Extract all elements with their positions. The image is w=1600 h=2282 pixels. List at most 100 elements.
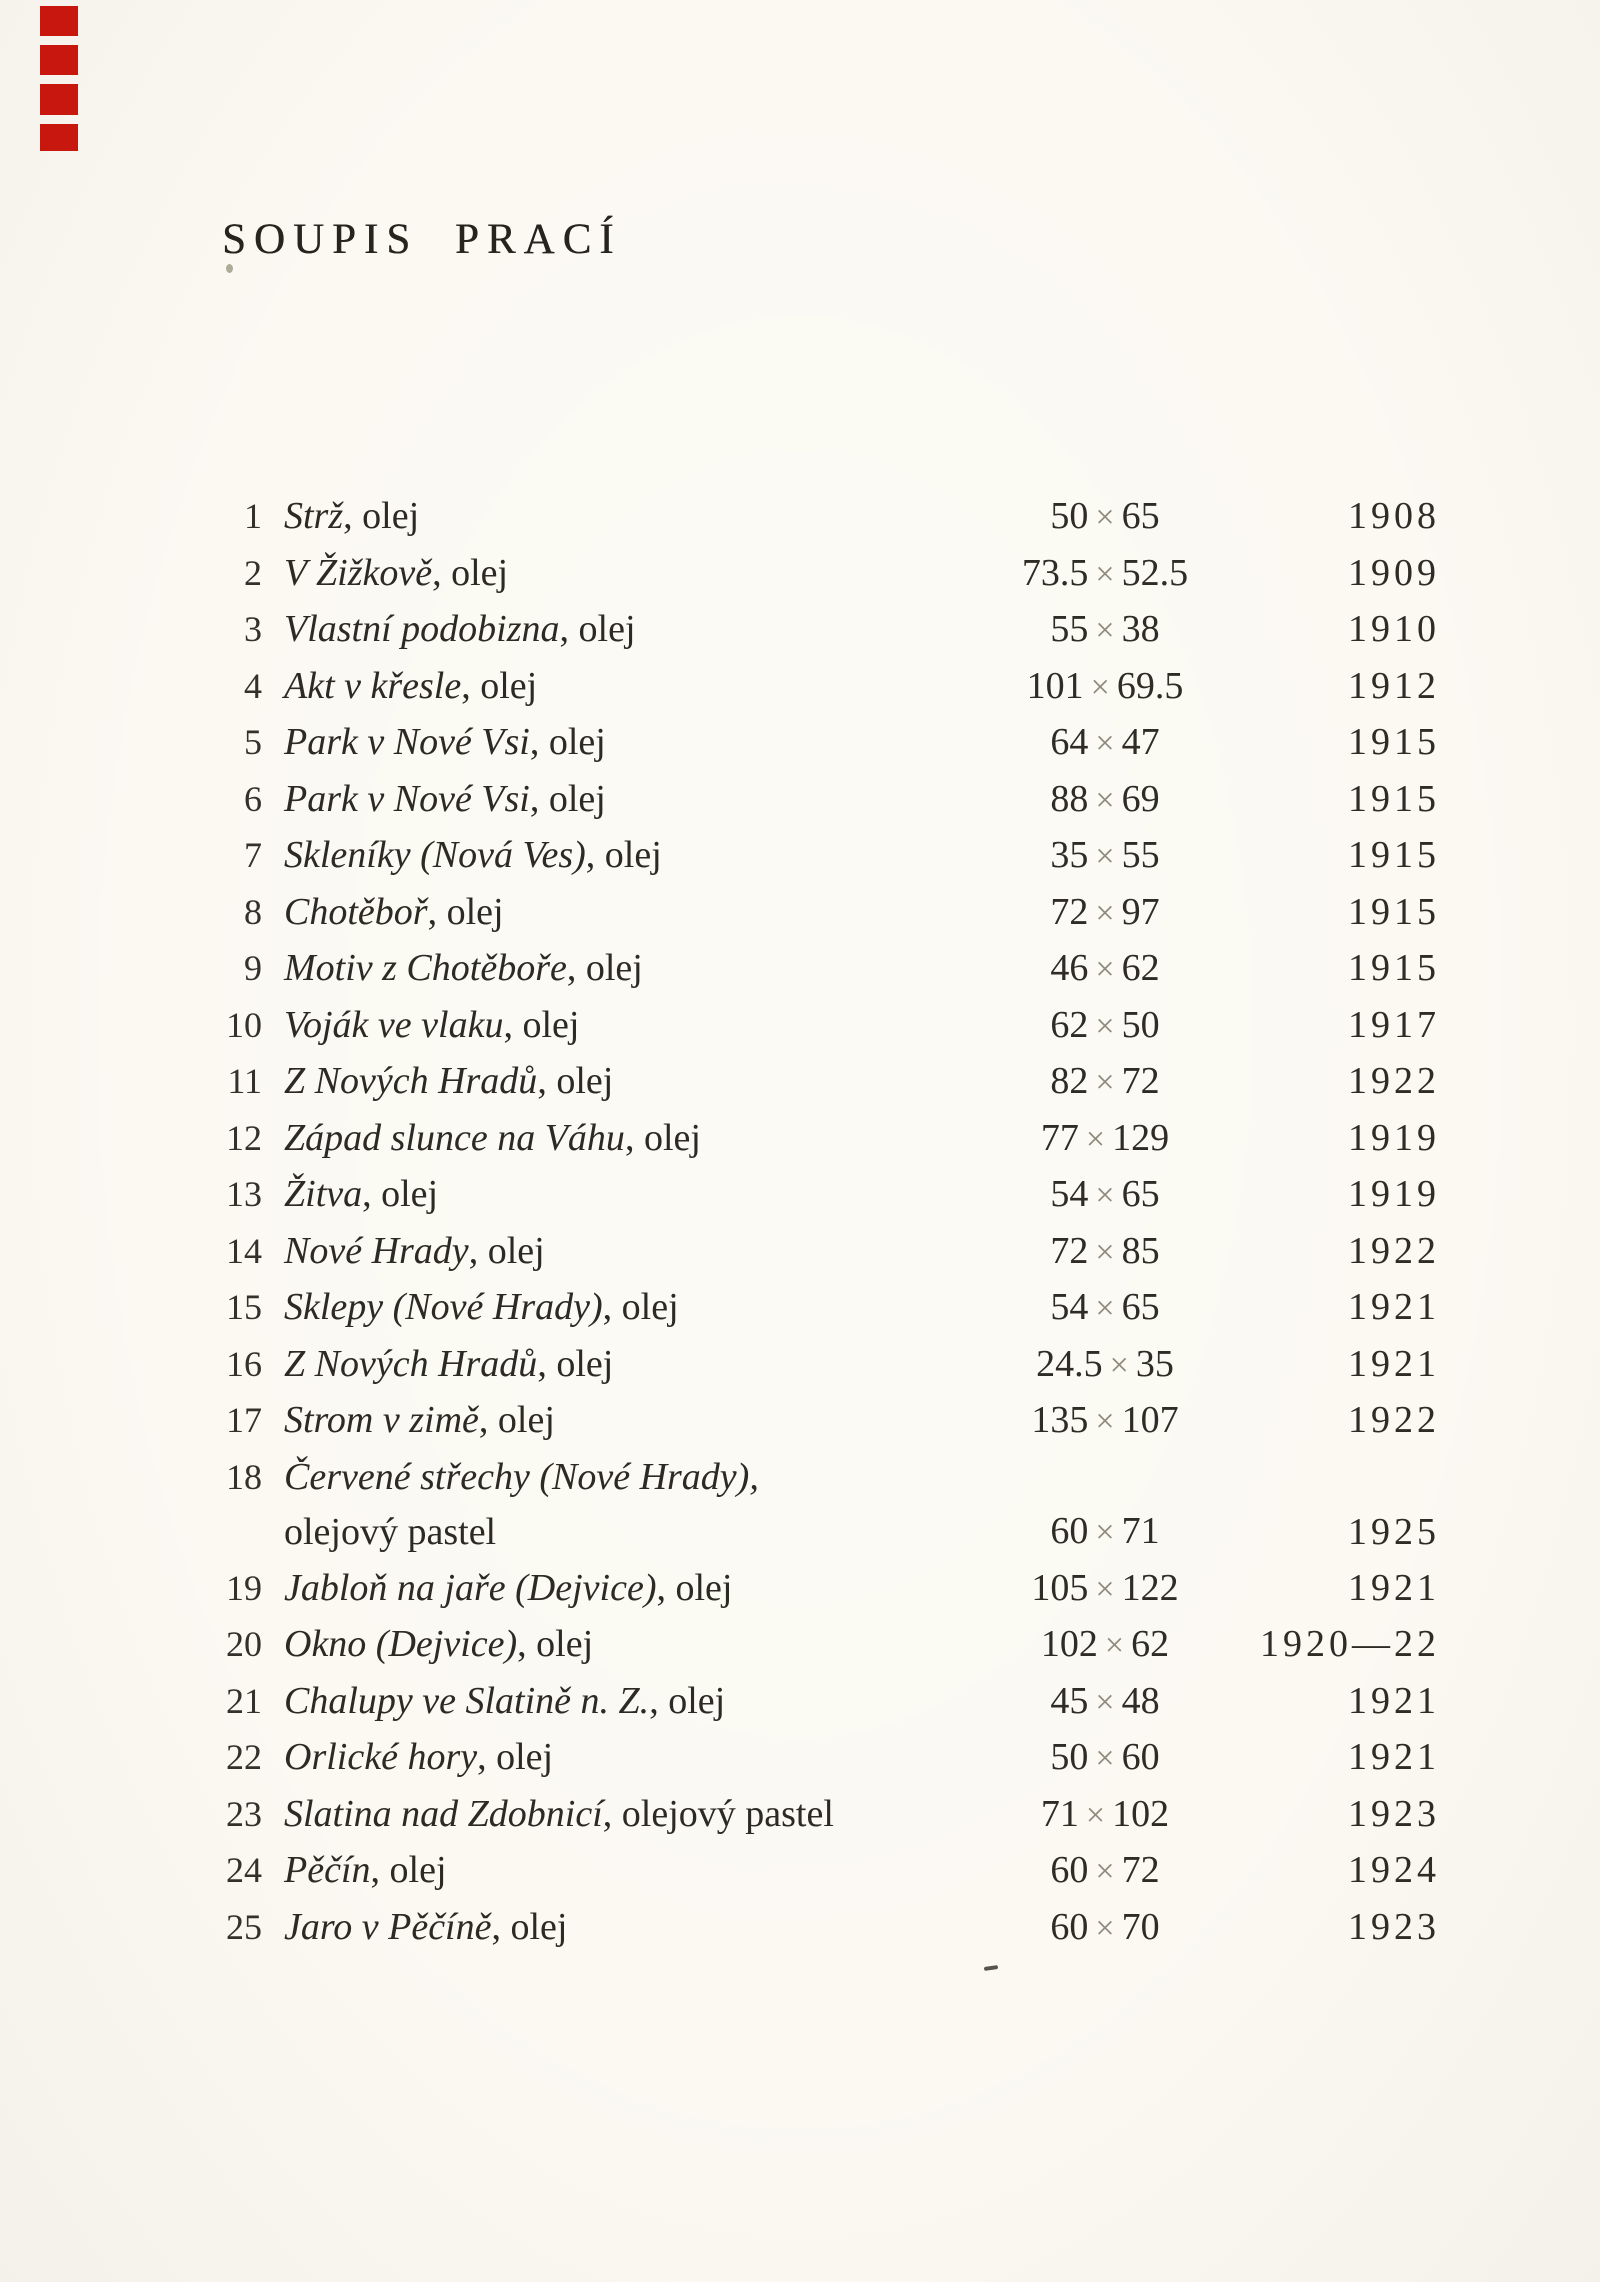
list-item: 18 Červené střechy (Nové Hrady), olejový … bbox=[0, 1450, 1600, 1561]
dimension-width: 73.5 bbox=[1021, 551, 1089, 594]
dimension-width: 71 bbox=[1040, 1792, 1079, 1835]
list-item: 2 V Žižkově, olej 73.5 × 52.5 1909 bbox=[0, 546, 1600, 603]
work-year: 1921 bbox=[1348, 1286, 1440, 1328]
work-number: 22 bbox=[226, 1737, 262, 1777]
work-year: 1915 bbox=[1348, 777, 1440, 820]
list-item: 1 Strž, olej 50 × 65 1908 bbox=[0, 489, 1600, 546]
work-medium: , olej bbox=[491, 1905, 568, 1948]
work-medium: , olej bbox=[343, 495, 420, 537]
work-title: Z Nových Hradů, olej bbox=[262, 1337, 960, 1393]
dimension-height: 62 bbox=[1131, 1623, 1170, 1665]
work-medium: , olej bbox=[468, 1229, 545, 1272]
work-title-text: Strom v zimě bbox=[284, 1399, 479, 1441]
multiply-sign: × bbox=[1095, 781, 1115, 819]
work-title-text: V Žižkově bbox=[284, 551, 433, 594]
work-title-text: Skleníky (Nová Ves) bbox=[284, 834, 586, 876]
work-title: Vlastní podobizna, olej bbox=[262, 602, 960, 658]
multiply-sign: × bbox=[1095, 1007, 1115, 1045]
multiply-sign: × bbox=[1095, 1740, 1115, 1777]
work-medium: , olej bbox=[529, 777, 606, 820]
work-year: 1915 bbox=[1348, 947, 1440, 989]
work-title: Chalupy ve Slatině n. Z., olej bbox=[262, 1674, 960, 1730]
work-title-text: Voják ve vlaku bbox=[284, 1003, 504, 1046]
dimension-height: 62 bbox=[1121, 947, 1160, 989]
dimension-width: 45 bbox=[1050, 1679, 1089, 1722]
work-year: 1921 bbox=[1348, 1566, 1440, 1609]
work-medium: , olejový pastel bbox=[602, 1792, 834, 1835]
work-number: 4 bbox=[244, 665, 262, 706]
work-dimensions: 72 × 97 bbox=[960, 885, 1250, 942]
dimension-width: 60 bbox=[1050, 1905, 1089, 1948]
work-number: 14 bbox=[226, 1230, 262, 1271]
work-dimensions: 82 × 72 bbox=[960, 1054, 1250, 1111]
ink-speck bbox=[226, 264, 233, 273]
work-dimensions: 72 × 85 bbox=[960, 1224, 1250, 1281]
work-title: Park v Nové Vsi, olej bbox=[262, 772, 960, 828]
work-year: 1910 bbox=[1348, 608, 1440, 650]
work-title: Chotěboř, olej bbox=[262, 885, 960, 941]
multiply-sign: × bbox=[1095, 894, 1115, 932]
work-number: 17 bbox=[226, 1400, 262, 1440]
work-title: Akt v křesle, olej bbox=[262, 659, 960, 715]
dimension-height: 72 bbox=[1121, 1849, 1160, 1891]
multiply-sign: × bbox=[1095, 725, 1115, 762]
work-title: Orlické hory, olej bbox=[262, 1730, 960, 1786]
red-mark bbox=[40, 124, 78, 151]
work-medium: , olej bbox=[537, 1060, 614, 1102]
work-title-text: Park v Nové Vsi bbox=[284, 777, 530, 820]
work-dimensions: 60 × 70 bbox=[960, 1900, 1250, 1957]
list-item: 6 Park v Nové Vsi, olej 88 × 69 1915 bbox=[0, 772, 1600, 829]
work-title: Okno (Dejvice), olej bbox=[262, 1617, 960, 1673]
work-medium: , olej bbox=[427, 890, 504, 933]
ink-speck bbox=[983, 1965, 999, 1971]
dimension-height: 60 bbox=[1121, 1736, 1160, 1778]
dimension-width: 24.5 bbox=[1036, 1342, 1103, 1385]
dimension-height: 85 bbox=[1121, 1229, 1160, 1272]
work-medium: , olej bbox=[566, 947, 643, 989]
dimension-height: 97 bbox=[1121, 890, 1160, 933]
work-title-line2: olejový pastel bbox=[284, 1511, 497, 1553]
dimension-width: 102 bbox=[1040, 1623, 1098, 1665]
work-number: 18 bbox=[226, 1456, 262, 1497]
work-dimensions: 60 × 72 bbox=[960, 1843, 1250, 1900]
dimension-width: 62 bbox=[1050, 1003, 1089, 1046]
work-number: 13 bbox=[226, 1174, 262, 1214]
work-number: 23 bbox=[226, 1793, 262, 1834]
multiply-sign: × bbox=[1095, 1403, 1115, 1440]
dimension-height: 71 bbox=[1121, 1510, 1160, 1552]
work-title: Voják ve vlaku, olej bbox=[262, 998, 960, 1054]
list-item: 9 Motiv z Chotěboře, olej 46 × 62 1915 bbox=[0, 941, 1600, 998]
work-year: 1915 bbox=[1348, 721, 1440, 763]
work-medium: , olej bbox=[370, 1849, 447, 1891]
dimension-height: 102 bbox=[1112, 1792, 1170, 1835]
multiply-sign: × bbox=[1095, 1177, 1115, 1214]
multiply-sign: × bbox=[1095, 1233, 1115, 1271]
work-number: 15 bbox=[226, 1287, 262, 1327]
work-medium: , olej bbox=[461, 664, 538, 707]
work-year: 1917 bbox=[1348, 1003, 1440, 1046]
work-dimensions: 55 × 38 bbox=[960, 602, 1250, 659]
work-title-text: Jabloň na jaře (Dejvice) bbox=[284, 1566, 657, 1609]
dimension-height: 48 bbox=[1121, 1679, 1160, 1722]
work-year: 1912 bbox=[1348, 664, 1440, 707]
work-medium: , olej bbox=[585, 834, 662, 876]
work-number: 16 bbox=[226, 1343, 262, 1384]
work-number: 6 bbox=[244, 778, 262, 819]
multiply-sign: × bbox=[1095, 1570, 1115, 1608]
work-dimensions: 77 × 129 bbox=[960, 1111, 1250, 1168]
work-title-text: Chotěboř bbox=[284, 890, 428, 933]
dimension-height: 47 bbox=[1121, 721, 1160, 763]
list-item: 12 Západ slunce na Váhu, olej 77 × 129 191… bbox=[0, 1111, 1600, 1168]
list-item: 20 Okno (Dejvice), olej 102 × 62 1920—22 bbox=[0, 1617, 1600, 1674]
list-item: 5 Park v Nové Vsi, olej 64 × 47 1915 bbox=[0, 715, 1600, 772]
work-title-text: Slatina nad Zdobnicí bbox=[284, 1792, 603, 1835]
multiply-sign: × bbox=[1095, 1290, 1115, 1327]
dimension-width: 55 bbox=[1050, 608, 1089, 650]
dimension-width: 35 bbox=[1050, 834, 1089, 876]
work-title-text: Park v Nové Vsi bbox=[284, 721, 530, 763]
work-medium: , olej bbox=[478, 1399, 555, 1441]
work-title: Skleníky (Nová Ves), olej bbox=[262, 828, 960, 884]
dimension-width: 82 bbox=[1050, 1060, 1089, 1102]
work-title-text: Jaro v Pěčíně bbox=[284, 1905, 492, 1948]
work-medium: , olej bbox=[656, 1566, 733, 1609]
